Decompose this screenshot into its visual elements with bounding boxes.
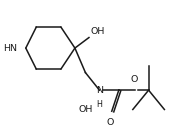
Text: OH: OH xyxy=(91,27,105,36)
Text: O: O xyxy=(131,75,138,84)
Text: OH: OH xyxy=(78,105,92,114)
Text: H: H xyxy=(97,100,102,109)
Text: N: N xyxy=(96,86,103,95)
Text: HN: HN xyxy=(3,44,17,52)
Text: O: O xyxy=(106,118,114,127)
